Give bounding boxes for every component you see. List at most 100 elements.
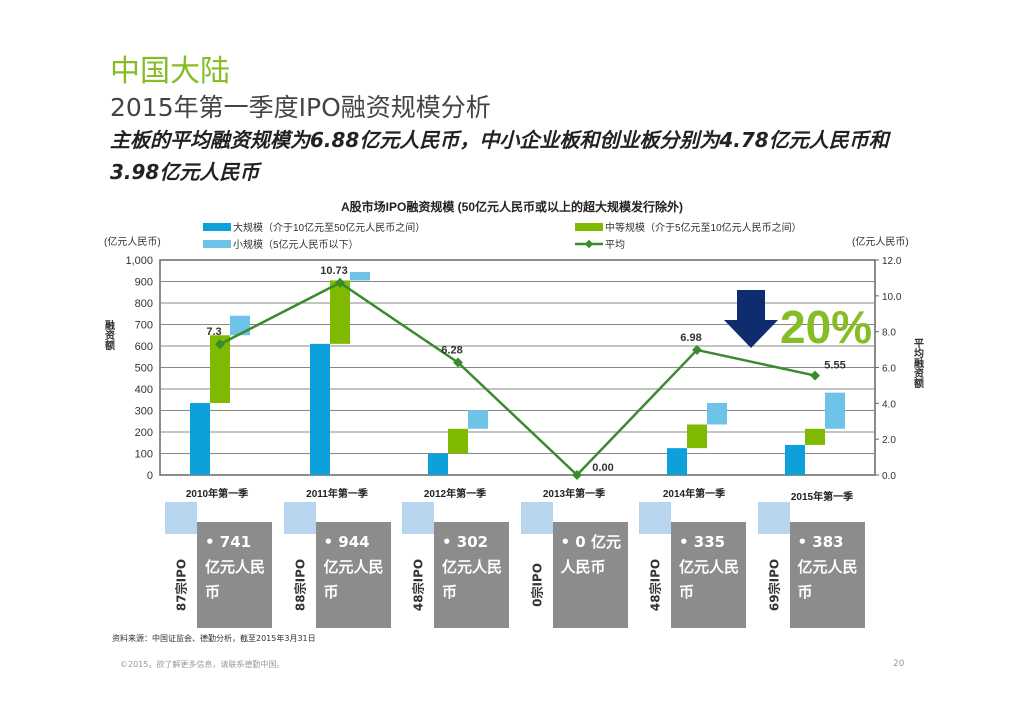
right-tick-label: 10.0 [882, 292, 902, 303]
left-tick-label: 0 [147, 470, 153, 482]
bar-large [667, 448, 687, 475]
bar-small [707, 402, 727, 425]
ipo-count-text: 88宗IPO [293, 558, 307, 612]
average-data-label: 6.98 [680, 332, 701, 344]
bar-medium [448, 428, 468, 454]
left-tick-label: 500 [135, 363, 153, 375]
legend-label-large: 大规模（介于10亿元至50亿元人民币之间） [233, 221, 425, 234]
headline: 主板的平均融资规模为6.88亿元人民币，中小企业板和创业板分别为4.78亿元人民… [110, 128, 889, 184]
category-label: 2013年第一季 [543, 487, 606, 500]
left-tick-label: 900 [135, 277, 153, 289]
bar-medium [210, 335, 230, 403]
category-label: 2012年第一季 [424, 487, 487, 500]
left-tick-label: 400 [135, 384, 153, 396]
ipo-summary-card: 48宗IPO • 302 亿元人民币 [402, 502, 522, 632]
bar-large [190, 402, 210, 475]
down-arrow-icon [724, 290, 778, 348]
right-tick-label: 4.0 [882, 399, 896, 410]
left-tick-label: 800 [135, 298, 153, 310]
left-tick-label: 200 [135, 427, 153, 439]
ipo-summary-card: 48宗IPO • 335 亿元人民币 [639, 502, 759, 632]
average-point [215, 339, 225, 350]
chart-title: A股市场IPO融资规模 (50亿元人民币或以上的超大规模发行除外) [341, 199, 683, 214]
card-square [520, 502, 553, 534]
average-point [692, 344, 702, 355]
legend-marker-average [584, 239, 594, 249]
ipo-amount: • 0 亿元人民币 [552, 522, 628, 628]
ipo-summary-card: 0宗IPO • 0 亿元人民币 [520, 502, 641, 632]
ipo-count-text: 0宗IPO [530, 563, 544, 607]
left-axis-unit: (亿元人民币) [104, 235, 161, 248]
ipo-count-text: 48宗IPO [648, 558, 663, 612]
left-tick-label: 300 [135, 406, 153, 418]
card-square [639, 502, 671, 534]
ipo-count: 69宗IPO [764, 542, 784, 628]
category-label: 2014年第一季 [663, 487, 726, 500]
right-tick-label: 6.0 [882, 364, 896, 375]
average-data-label: 0.00 [592, 462, 613, 474]
average-point [453, 357, 463, 368]
page-title: 2015年第一季度IPO融资规模分析 [110, 93, 491, 122]
legend-swatch-small [203, 240, 231, 248]
ipo-count: 0宗IPO [527, 542, 547, 628]
page-number: 20 [893, 659, 905, 669]
ipo-amount: • 383 亿元人民币 [789, 522, 865, 628]
right-tick-label: 12.0 [882, 256, 902, 267]
annotation-20-percent: 20% [724, 290, 872, 353]
legend-label-medium: 中等规模（介于5亿元至10亿元人民币之间） [605, 221, 802, 234]
legend-swatch-large [203, 223, 231, 231]
source-note: 资料来源：中国证监会、德勤分析，截至2015年3月31日 [112, 634, 316, 643]
ipo-count-text: 48宗IPO [411, 558, 426, 612]
annotation-text: 20% [780, 301, 872, 353]
category-label: 2010年第一季 [186, 487, 249, 500]
ipo-summary-card: 88宗IPO • 944 亿元人民币 [283, 502, 404, 632]
average-point [572, 470, 582, 480]
bar-large [310, 343, 330, 475]
left-axis-label: 融资额 [103, 319, 115, 351]
bar-small [468, 410, 488, 429]
legend-swatch-medium [575, 223, 603, 231]
legend-label-average: 平均 [605, 239, 625, 251]
right-tick-label: 0.0 [882, 471, 896, 482]
card-square [165, 502, 197, 534]
left-tick-label: 100 [135, 449, 153, 461]
ipo-amount: • 944 亿元人民币 [315, 522, 391, 628]
legend-label-small: 小规模（5亿元人民币以下） [233, 238, 359, 251]
ipo-count-text: 87宗IPO [174, 558, 189, 612]
bar-large [785, 444, 805, 475]
bar-small [230, 315, 250, 336]
ipo-count: 48宗IPO [645, 542, 665, 628]
right-axis-unit: (亿元人民币) [852, 235, 909, 248]
left-tick-label: 1,000 [125, 255, 153, 267]
card-square [757, 502, 790, 534]
ipo-count: 87宗IPO [171, 542, 191, 628]
ipo-summary-card: 69宗IPO • 383 亿元人民币 [757, 502, 878, 632]
bar-small [825, 392, 845, 429]
category-label: 2011年第一季 [306, 487, 369, 500]
legend: 大规模（介于10亿元至50亿元人民币之间） 小规模（5亿元人民币以下） 中等规模… [203, 221, 802, 251]
average-data-label: 7.3 [206, 326, 221, 338]
left-tick-label: 700 [135, 320, 153, 332]
copyright: ©2015。欲了解更多信息，请联系德勤中国。 [120, 660, 285, 669]
bar-medium [805, 428, 825, 445]
right-tick-label: 2.0 [882, 435, 896, 446]
bar-medium [330, 280, 350, 344]
average-data-label: 6.28 [441, 344, 462, 356]
bar-small [350, 272, 370, 281]
average-data-label: 10.73 [320, 265, 348, 277]
ipo-amount: • 741 亿元人民币 [197, 522, 272, 628]
region-title: 中国大陆 [110, 54, 230, 89]
average-data-label: 5.55 [824, 360, 845, 372]
card-square [402, 502, 434, 534]
ipo-count-text: 69宗IPO [767, 558, 781, 612]
ipo-amount: • 335 亿元人民币 [671, 522, 746, 628]
ipo-amount: • 302 亿元人民币 [434, 522, 509, 628]
bar-medium [687, 424, 707, 449]
card-square [283, 502, 316, 534]
right-axis-label: 平均融资额 [912, 338, 924, 389]
bar-large [428, 453, 448, 475]
left-tick-label: 600 [135, 341, 153, 353]
ipo-count: 48宗IPO [408, 542, 428, 628]
